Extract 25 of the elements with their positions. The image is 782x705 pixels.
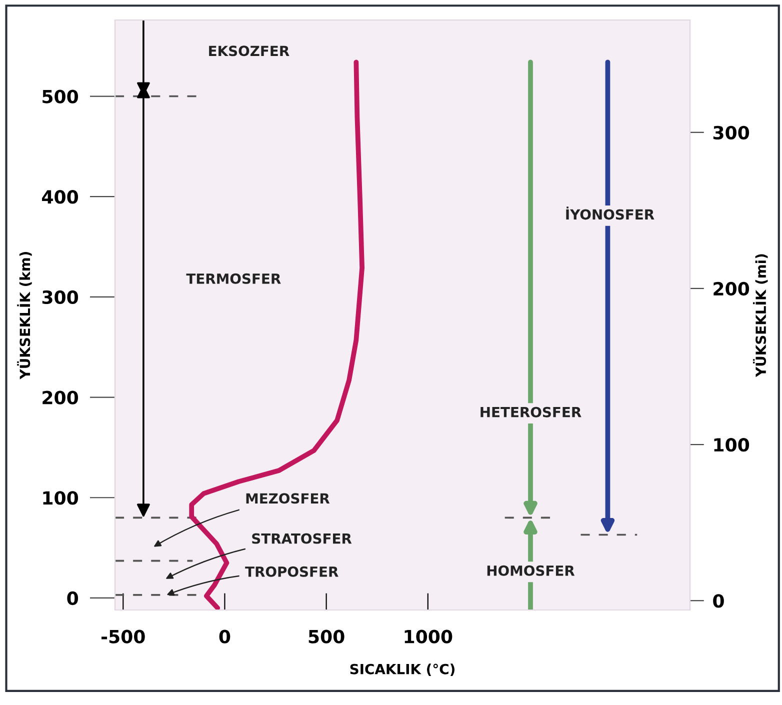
y-tick-label: 500 — [42, 90, 78, 104]
annotation: TERMOSFER — [186, 273, 281, 284]
y-tick-label: 400 — [42, 190, 78, 204]
annotation: EKSOZFER — [209, 46, 290, 56]
annotation: İYONOSFER — [566, 206, 654, 220]
annotation: HETEROSFER — [480, 406, 582, 418]
y-tick-label: 200 — [42, 390, 78, 404]
annotation: HOMOSFER — [487, 565, 575, 576]
y-tick-label: 100 — [43, 491, 78, 505]
y2-tick-label: 0 — [713, 594, 724, 608]
x-axis-title: SICAKLIK (°C) — [350, 664, 454, 676]
x-tick-label: 1000 — [404, 630, 452, 644]
annotation: STRATOSFER — [252, 533, 352, 544]
y2-tick-label: 300 — [713, 126, 750, 140]
x-tick-label: 0 — [219, 630, 230, 644]
y2-tick-label: 100 — [714, 438, 750, 452]
y2-axis-title: YÜKSEKLİK (mi) — [753, 254, 768, 378]
y-tick-label: 0 — [67, 591, 78, 606]
y-axis-title: YÜKSEKLİK (km) — [17, 252, 32, 380]
x-tick-label: 500 — [308, 630, 344, 644]
annotation: MEZOSFER — [246, 493, 330, 504]
y2-tick-label: 200 — [714, 282, 750, 296]
annotation: TROPOSFER — [245, 566, 338, 577]
x-tick-label: -500 — [102, 630, 145, 644]
y-tick-label: 300 — [42, 290, 78, 304]
